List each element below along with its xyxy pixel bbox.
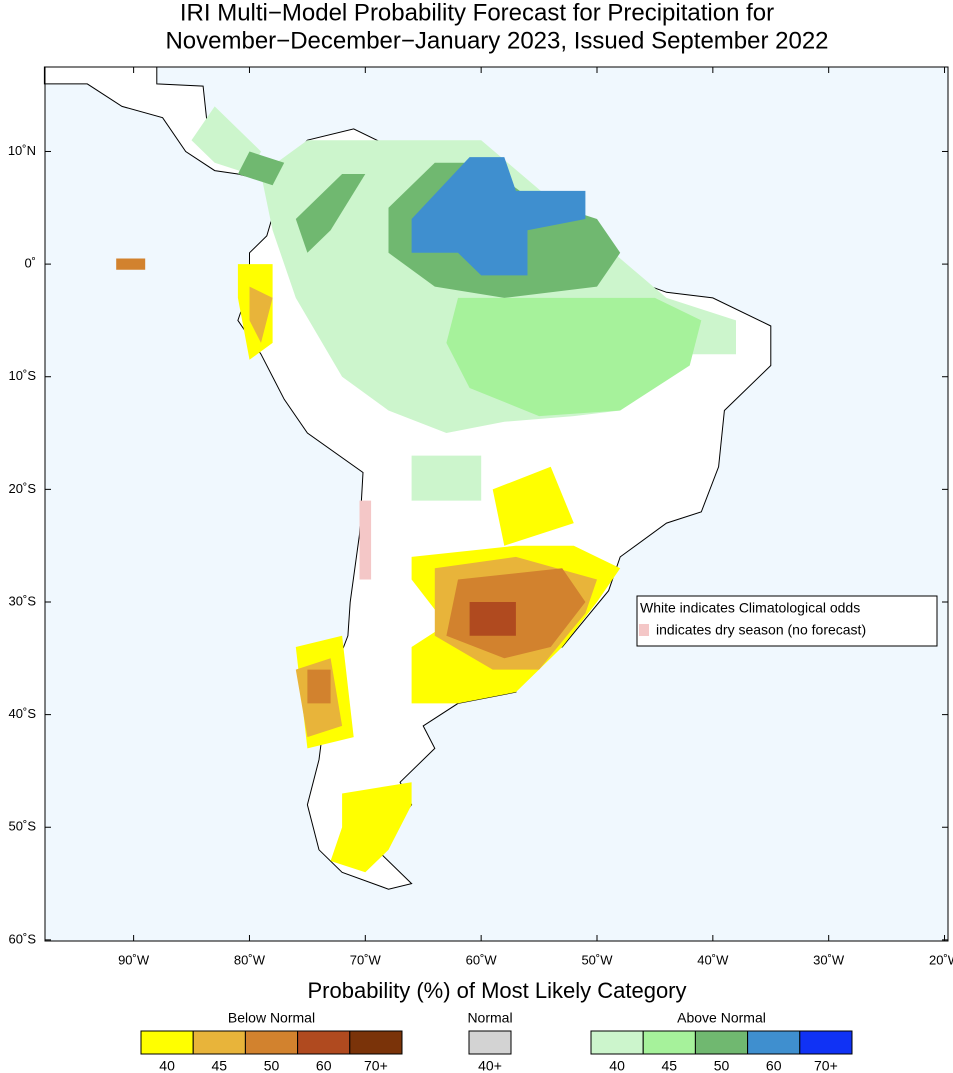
x-tick-label: 90˚W xyxy=(118,952,150,967)
legend-label: 40 xyxy=(609,1058,625,1073)
legend-label: 60 xyxy=(766,1058,782,1073)
forecast-region xyxy=(295,174,366,253)
legend-label: 45 xyxy=(212,1058,228,1073)
legend-swatch xyxy=(747,1030,801,1055)
title-line: IRI Multi−Model Probability Forecast for… xyxy=(180,0,774,26)
x-tick-label: 80˚W xyxy=(234,952,266,967)
legend-label: 50 xyxy=(714,1058,730,1073)
legend-swatch xyxy=(590,1030,644,1055)
legend-group-name: Normal xyxy=(467,1010,512,1026)
forecast-region xyxy=(249,286,273,343)
legend-label: 50 xyxy=(264,1058,280,1073)
legend-group-name: Below Normal xyxy=(228,1010,315,1026)
legend-swatch xyxy=(799,1030,853,1055)
note-text: indicates dry season (no forecast) xyxy=(656,622,866,638)
x-tick-label: 20˚W xyxy=(929,952,953,967)
legend-swatch xyxy=(140,1030,194,1055)
legend-label: 70+ xyxy=(364,1058,388,1073)
title-line: November−December−January 2023, Issued S… xyxy=(165,27,828,54)
land-layer xyxy=(43,66,772,890)
legend-swatch xyxy=(642,1030,696,1055)
x-tick-label: 30˚W xyxy=(813,952,845,967)
legend-label: 40 xyxy=(159,1058,175,1073)
forecast-region xyxy=(330,782,412,873)
y-tick-label: 10˚N xyxy=(8,143,36,158)
forecast-region xyxy=(359,500,372,580)
forecast-region xyxy=(191,106,261,174)
legend-swatch xyxy=(468,1030,512,1055)
y-tick-label: 40˚S xyxy=(9,706,37,721)
forecast-region xyxy=(492,466,574,546)
forecast-region xyxy=(307,669,331,704)
x-tick-label: 50˚W xyxy=(581,952,613,967)
y-tick-label: 60˚S xyxy=(9,931,37,946)
note-frame xyxy=(636,595,938,647)
note-box: White indicates Climatological odds indi… xyxy=(636,595,938,647)
y-tick-label: 50˚S xyxy=(9,819,37,834)
y-tick-label: 0˚ xyxy=(24,256,36,271)
forecast-region xyxy=(446,297,702,417)
x-tick-label: 40˚W xyxy=(697,952,729,967)
y-tick-label: 10˚S xyxy=(9,368,37,383)
legend-swatch xyxy=(349,1030,403,1055)
dry-season-swatch xyxy=(639,624,649,636)
forecast-region xyxy=(116,258,146,270)
forecast-region xyxy=(411,157,586,276)
legend-label: 45 xyxy=(662,1058,678,1073)
legend-title: Probability (%) of Most Likely Category xyxy=(307,978,686,1003)
legend-label: 70+ xyxy=(814,1058,838,1073)
legend-swatch xyxy=(694,1030,749,1055)
y-tick-label: 20˚S xyxy=(9,481,37,496)
map-frame xyxy=(44,66,949,942)
x-tick-label: 60˚W xyxy=(466,952,498,967)
forecast-region xyxy=(237,151,285,186)
legend-label: 40+ xyxy=(478,1058,502,1073)
legend-label: 60 xyxy=(316,1058,332,1073)
forecast-region xyxy=(469,602,516,636)
legend-group-name: Above Normal xyxy=(677,1010,766,1026)
note-text: White indicates Climatological odds xyxy=(640,600,860,616)
y-tick-label: 30˚S xyxy=(9,593,37,608)
legend-swatch xyxy=(244,1030,299,1055)
x-tick-label: 70˚W xyxy=(350,952,382,967)
legend-swatch xyxy=(192,1030,246,1055)
forecast-region xyxy=(411,455,482,501)
legend-swatch xyxy=(297,1030,351,1055)
